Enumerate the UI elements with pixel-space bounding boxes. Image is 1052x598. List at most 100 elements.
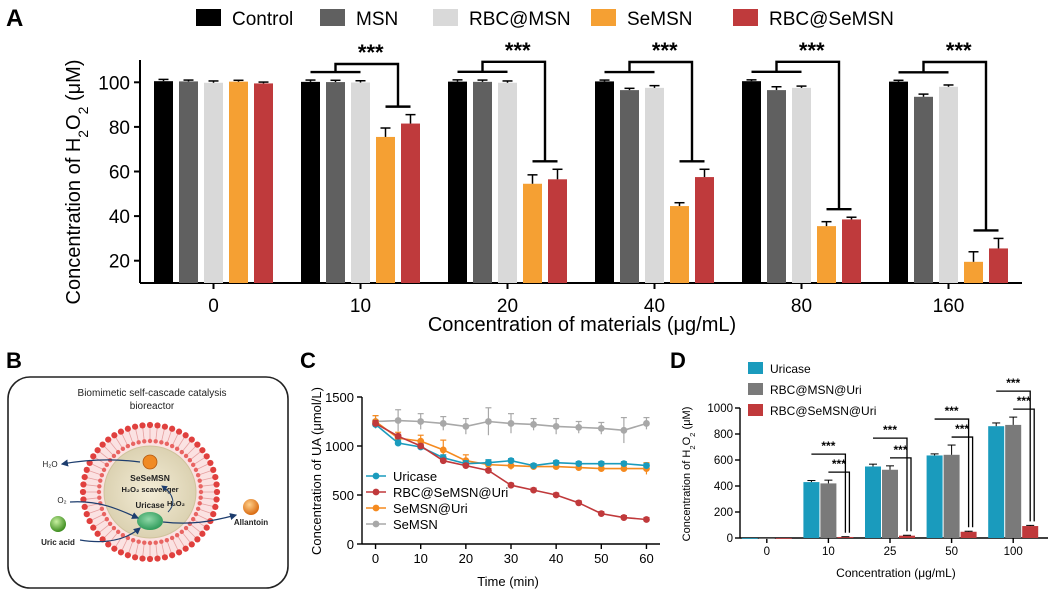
- lipid-tail: [115, 437, 123, 448]
- panel-d-legend: Uricase RBC@MSN@Uri RBC@SeMSN@Uri: [748, 362, 876, 418]
- lipid-head-inner: [101, 511, 107, 517]
- lipid-tail: [187, 529, 196, 538]
- significance-stars: ***: [946, 38, 972, 63]
- bar-rbc-semsn-uri-0: [775, 538, 792, 539]
- uric-acid-arrow: [79, 527, 141, 543]
- legend-swatch-semsn: [591, 9, 616, 26]
- significance-bracket-inner-10: [828, 471, 851, 533]
- lipid-head-outer: [203, 453, 210, 460]
- lipid-head-outer: [169, 425, 176, 432]
- lipid-head-outer: [213, 496, 220, 503]
- lipid-head-outer: [83, 466, 90, 473]
- lipid-head-inner: [97, 495, 102, 500]
- legend-swatch-rbc-semsn: [733, 9, 758, 26]
- y-tick-label: 80: [109, 118, 130, 139]
- lipid-head-inner: [116, 449, 121, 455]
- data-point-semsn: [507, 420, 515, 427]
- lipid-tail: [128, 431, 133, 443]
- bar-rbc-semsn-uri-25: [899, 535, 915, 538]
- lipid-tail: [121, 539, 128, 550]
- lipid-head-outer: [131, 554, 139, 561]
- data-point-semsn-uri: [417, 437, 425, 445]
- lipid-head-outer: [86, 459, 93, 467]
- bar-rbc-msn-uri-25: [882, 469, 898, 538]
- x-tick-label: 60: [639, 551, 653, 566]
- x-tick-label: 10: [413, 551, 427, 566]
- bar-control-40: [595, 81, 614, 284]
- bar-uricase-25: [865, 466, 881, 538]
- significance-stars: ***: [799, 38, 825, 63]
- bar-rbc-semsn-0: [254, 83, 273, 283]
- lipid-head-inner: [190, 516, 196, 522]
- panel-label-d: D: [670, 348, 686, 373]
- x-tick-label: 0: [208, 296, 219, 317]
- data-point-semsn-uri: [620, 465, 628, 472]
- lipid-head-outer: [182, 545, 189, 552]
- lipid-head-outer: [94, 530, 101, 537]
- panel-a-significance: *** *** *** *** ***: [310, 38, 999, 232]
- lipid-head-outer: [154, 422, 161, 429]
- uricase-enzyme: [137, 512, 163, 530]
- panel-b-schematic: Biomimetic self-cascade catalysis biorea…: [7, 376, 289, 589]
- lipid-head-outer: [139, 422, 146, 429]
- lipid-tail: [161, 429, 165, 441]
- bar-rbc-msn-uri-10: [820, 483, 837, 538]
- lipid-tail: [128, 541, 133, 553]
- lipid-head-outer: [111, 432, 118, 439]
- allantoin-molecule: [243, 499, 259, 515]
- bar-rbc-msn-20: [498, 82, 517, 283]
- data-point-semsn: [575, 423, 583, 431]
- o2-arrow: [69, 501, 140, 519]
- lipid-head-inner: [130, 441, 136, 447]
- data-point-rbc-semsn-uri: [394, 432, 402, 440]
- panel-c-axes: 0 500 1000 1500 0 10 20 30 40 50 60: [325, 390, 660, 566]
- bar-msn-160: [914, 96, 933, 283]
- lipid-head-inner: [153, 540, 158, 545]
- panel-a-ylabel: Concentration of H2O2 (μM): [63, 60, 91, 305]
- lipid-head-outer: [124, 552, 131, 559]
- lipid-head-outer: [161, 423, 169, 430]
- h2o-arrow: [60, 459, 141, 467]
- lipid-head-outer: [80, 481, 87, 488]
- data-point-rbc-semsn-uri: [417, 442, 425, 450]
- lipid-tail: [121, 434, 128, 445]
- significance-stars: ***: [358, 40, 384, 65]
- lipid-head-inner: [169, 535, 175, 541]
- lipid-tail: [161, 543, 165, 555]
- lipid-head-outer: [199, 447, 206, 454]
- lipid-head-inner: [179, 449, 184, 455]
- lipid-tail: [135, 543, 139, 555]
- schematic-title-line2: bioreactor: [130, 401, 175, 412]
- o2-label: O₂: [57, 496, 66, 505]
- lipid-head-outer: [90, 524, 97, 531]
- y-tick-label: 200: [714, 507, 733, 519]
- lipid-tail: [201, 503, 213, 507]
- lipid-tail: [104, 446, 113, 455]
- lipid-head-outer: [86, 517, 93, 525]
- x-tick-label: 30: [504, 551, 518, 566]
- lipid-tail: [87, 503, 99, 507]
- panel-c-series: [372, 407, 650, 523]
- lipid-head-outer: [81, 503, 88, 511]
- lipid-head-outer: [213, 488, 221, 496]
- lipid-head-outer: [105, 541, 112, 548]
- bar-uricase-0: [741, 538, 758, 539]
- allantoin-label: Allantoin: [234, 518, 268, 527]
- data-point-rbc-semsn-uri: [620, 514, 628, 521]
- lipid-head-inner: [142, 540, 147, 545]
- lipid-head-inner: [195, 506, 201, 512]
- lipid-tail: [187, 446, 196, 455]
- lipid-head-outer: [79, 488, 87, 496]
- lipid-tail: [191, 451, 201, 460]
- lipid-head-inner: [187, 458, 193, 463]
- significance-bracket-outer-100: [996, 390, 1031, 522]
- lipid-head-inner: [120, 446, 126, 452]
- lipid-head-outer: [194, 536, 201, 543]
- lipid-head-inner: [197, 478, 202, 483]
- significance-stars-outer: ***: [1006, 376, 1020, 390]
- lipid-head-inner: [147, 438, 153, 444]
- data-point-semsn: [485, 418, 492, 425]
- x-tick-label: 0: [764, 546, 770, 558]
- data-point-rbc-semsn-uri: [507, 481, 515, 489]
- data-point-semsn: [643, 420, 650, 427]
